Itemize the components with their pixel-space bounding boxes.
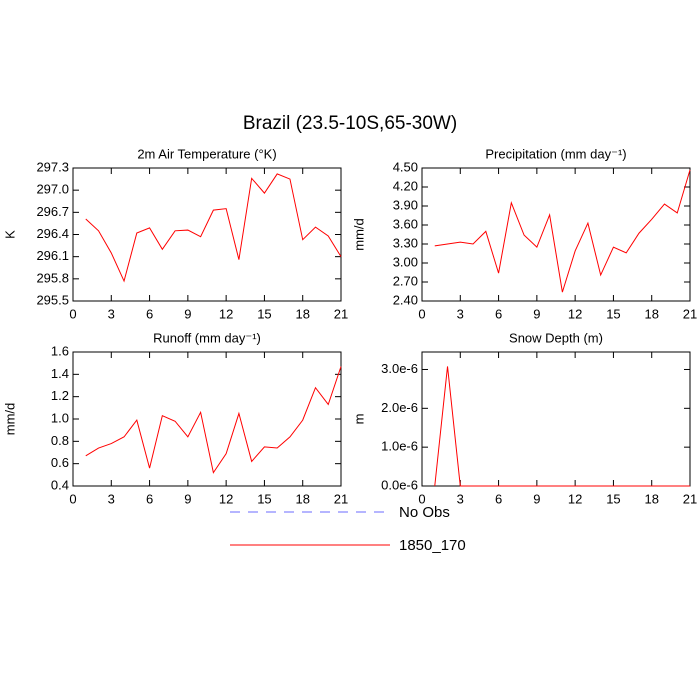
x-tick-label: 3 — [457, 306, 464, 321]
figure-title: Brazil (23.5-10S,65-30W) — [243, 113, 457, 134]
y-tick-label: 0.4 — [51, 477, 69, 492]
panel-title: 2m Air Temperature (°K) — [137, 146, 276, 161]
x-tick-label: 12 — [568, 306, 582, 321]
x-tick-label: 0 — [69, 306, 76, 321]
plot-frame — [72, 167, 342, 302]
x-tick-label: 0 — [418, 491, 425, 506]
legend-label: 1850_170 — [399, 537, 466, 554]
y-tick-label: 2.70 — [393, 273, 418, 288]
x-tick-label: 3 — [108, 306, 115, 321]
y-axis-label: mm/d — [351, 218, 366, 251]
panel-title: Snow Depth (m) — [509, 330, 603, 345]
x-tick-label: 3 — [457, 491, 464, 506]
x-tick-label: 18 — [644, 491, 658, 506]
y-tick-label: 4.50 — [393, 159, 418, 174]
y-tick-label: 4.20 — [393, 178, 418, 193]
y-tick-label: 0.8 — [51, 433, 69, 448]
x-tick-label: 12 — [219, 491, 233, 506]
x-tick-label: 0 — [69, 491, 76, 506]
data-line — [85, 366, 342, 474]
x-tick-label: 9 — [533, 491, 540, 506]
plot-frame — [421, 167, 691, 302]
y-tick-label: 297.3 — [36, 159, 69, 174]
y-axis-label: m — [351, 414, 366, 425]
y-tick-label: 1.4 — [51, 366, 69, 381]
x-tick-label: 6 — [146, 491, 153, 506]
panel-title: Precipitation (mm day⁻¹) — [485, 146, 626, 161]
data-line — [85, 173, 342, 283]
x-tick-label: 15 — [257, 306, 271, 321]
x-tick-label: 9 — [184, 491, 191, 506]
x-tick-label: 6 — [495, 306, 502, 321]
y-axis-label: mm/d — [2, 403, 17, 436]
y-tick-label: 1.0e-6 — [381, 439, 418, 454]
x-tick-label: 21 — [334, 306, 348, 321]
panel-title: Runoff (mm day⁻¹) — [153, 330, 261, 345]
plot-frame — [72, 351, 342, 487]
y-tick-label: 296.1 — [36, 248, 69, 263]
x-tick-label: 9 — [533, 306, 540, 321]
y-tick-label: 1.0 — [51, 410, 69, 425]
x-tick-label: 18 — [295, 491, 309, 506]
x-tick-label: 6 — [495, 491, 502, 506]
y-tick-label: 297.0 — [36, 182, 69, 197]
y-tick-label: 2.40 — [393, 292, 418, 307]
x-tick-label: 9 — [184, 306, 191, 321]
y-tick-label: 3.0e-6 — [381, 361, 418, 376]
x-tick-label: 0 — [418, 306, 425, 321]
x-tick-label: 6 — [146, 306, 153, 321]
y-tick-label: 1.2 — [51, 388, 69, 403]
x-tick-label: 18 — [295, 306, 309, 321]
x-tick-label: 3 — [108, 491, 115, 506]
y-tick-label: 295.8 — [36, 270, 69, 285]
x-tick-label: 15 — [606, 306, 620, 321]
x-tick-label: 12 — [219, 306, 233, 321]
y-tick-label: 296.7 — [36, 204, 69, 219]
y-axis-label: K — [2, 230, 17, 239]
x-tick-label: 12 — [568, 491, 582, 506]
y-tick-label: 2.0e-6 — [381, 400, 418, 415]
y-tick-label: 0.0e-6 — [381, 477, 418, 492]
data-line — [434, 169, 691, 293]
y-tick-label: 3.00 — [393, 254, 418, 269]
y-tick-label: 3.90 — [393, 197, 418, 212]
y-tick-label: 295.5 — [36, 292, 69, 307]
data-line — [434, 366, 690, 487]
x-tick-label: 18 — [644, 306, 658, 321]
x-tick-label: 15 — [257, 491, 271, 506]
plot-frame — [421, 351, 691, 487]
y-tick-label: 3.30 — [393, 235, 418, 250]
x-tick-label: 21 — [683, 491, 697, 506]
x-tick-label: 21 — [334, 491, 348, 506]
legend-label: No Obs — [399, 504, 450, 521]
x-tick-label: 21 — [683, 306, 697, 321]
y-tick-label: 1.6 — [51, 343, 69, 358]
x-tick-label: 15 — [606, 491, 620, 506]
y-tick-label: 0.6 — [51, 455, 69, 470]
y-tick-label: 3.60 — [393, 216, 418, 231]
y-tick-label: 296.4 — [36, 226, 69, 241]
